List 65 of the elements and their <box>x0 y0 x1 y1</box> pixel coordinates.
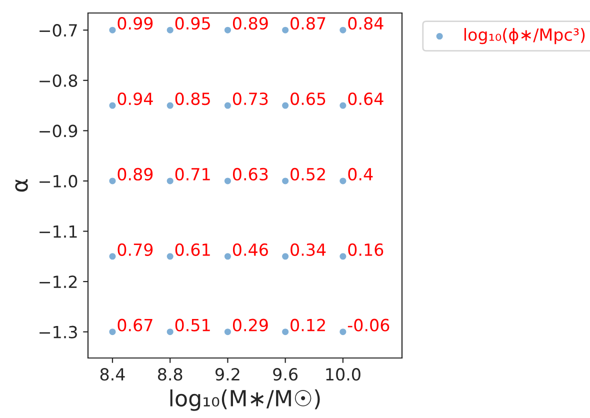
annotation: 0.71 <box>175 168 210 181</box>
point <box>340 328 346 336</box>
y-tick-label: −1.2 <box>40 276 77 288</box>
annotation: 0.67 <box>118 318 152 332</box>
point <box>224 328 231 336</box>
point <box>166 253 174 260</box>
annotation: 0.94 <box>118 92 153 106</box>
annotation: 0.87 <box>290 17 326 30</box>
point <box>282 253 289 260</box>
annotation: 0.79 <box>118 243 153 256</box>
annotation: 0.65 <box>290 92 326 106</box>
annotation: 0.4 <box>348 168 373 181</box>
annotation: 0.52 <box>290 168 325 181</box>
point <box>282 102 289 109</box>
annotation: 0.61 <box>175 243 210 256</box>
annotation: 0.51 <box>175 318 210 332</box>
annotation: 0.89 <box>118 168 153 181</box>
x-tick-label: 10.0 <box>326 368 360 381</box>
annotation: 0.84 <box>348 17 384 30</box>
point <box>224 102 231 109</box>
point <box>109 26 116 34</box>
annotation: 0.46 <box>232 243 268 256</box>
annotation: 0.64 <box>348 92 384 106</box>
annotation: 0.85 <box>175 92 210 106</box>
legend-label: log₁₀(ϕ∗/Mpc³) <box>464 28 585 44</box>
y-tick-label: −0.9 <box>40 124 78 138</box>
point <box>282 328 289 336</box>
x-tick-label: 9.6 <box>273 368 298 381</box>
point <box>166 26 174 34</box>
y-tick-label: −1.1 <box>40 225 77 238</box>
annotation: 0.89 <box>232 17 268 30</box>
x-tick-label: 8.4 <box>100 368 125 381</box>
point <box>282 26 289 34</box>
point <box>166 328 174 336</box>
point <box>340 26 346 34</box>
x-axis-title: log₁₀(M∗/M☉) <box>170 389 320 411</box>
point <box>109 178 116 184</box>
y-tick-label: −1.3 <box>40 326 77 338</box>
x-tick-label: 9.2 <box>216 368 240 381</box>
annotation: 0.63 <box>232 168 268 181</box>
annotation: 0.95 <box>175 17 210 30</box>
y-tick-label: −1.0 <box>40 174 78 188</box>
point <box>166 102 174 109</box>
point <box>282 178 289 184</box>
point <box>224 26 231 34</box>
annotation: 0.73 <box>232 92 268 106</box>
x-tick-label: 8.8 <box>158 368 182 381</box>
y-tick-label: −0.7 <box>40 24 77 37</box>
point <box>166 178 174 184</box>
annotation: 0.99 <box>118 17 153 30</box>
point <box>109 102 116 109</box>
point <box>109 253 116 260</box>
point <box>109 328 116 336</box>
point <box>224 178 231 184</box>
point <box>340 253 346 260</box>
y-tick-label: −0.8 <box>40 74 78 87</box>
y-axis-title: α <box>15 179 28 192</box>
annotation: 0.12 <box>290 318 325 332</box>
annotation: 0.16 <box>348 243 384 256</box>
annotation: 0.34 <box>290 243 326 256</box>
annotation: 0.29 <box>232 318 268 332</box>
point <box>340 178 346 184</box>
point <box>340 102 346 109</box>
point <box>224 253 231 260</box>
annotation: -0.06 <box>348 318 390 332</box>
